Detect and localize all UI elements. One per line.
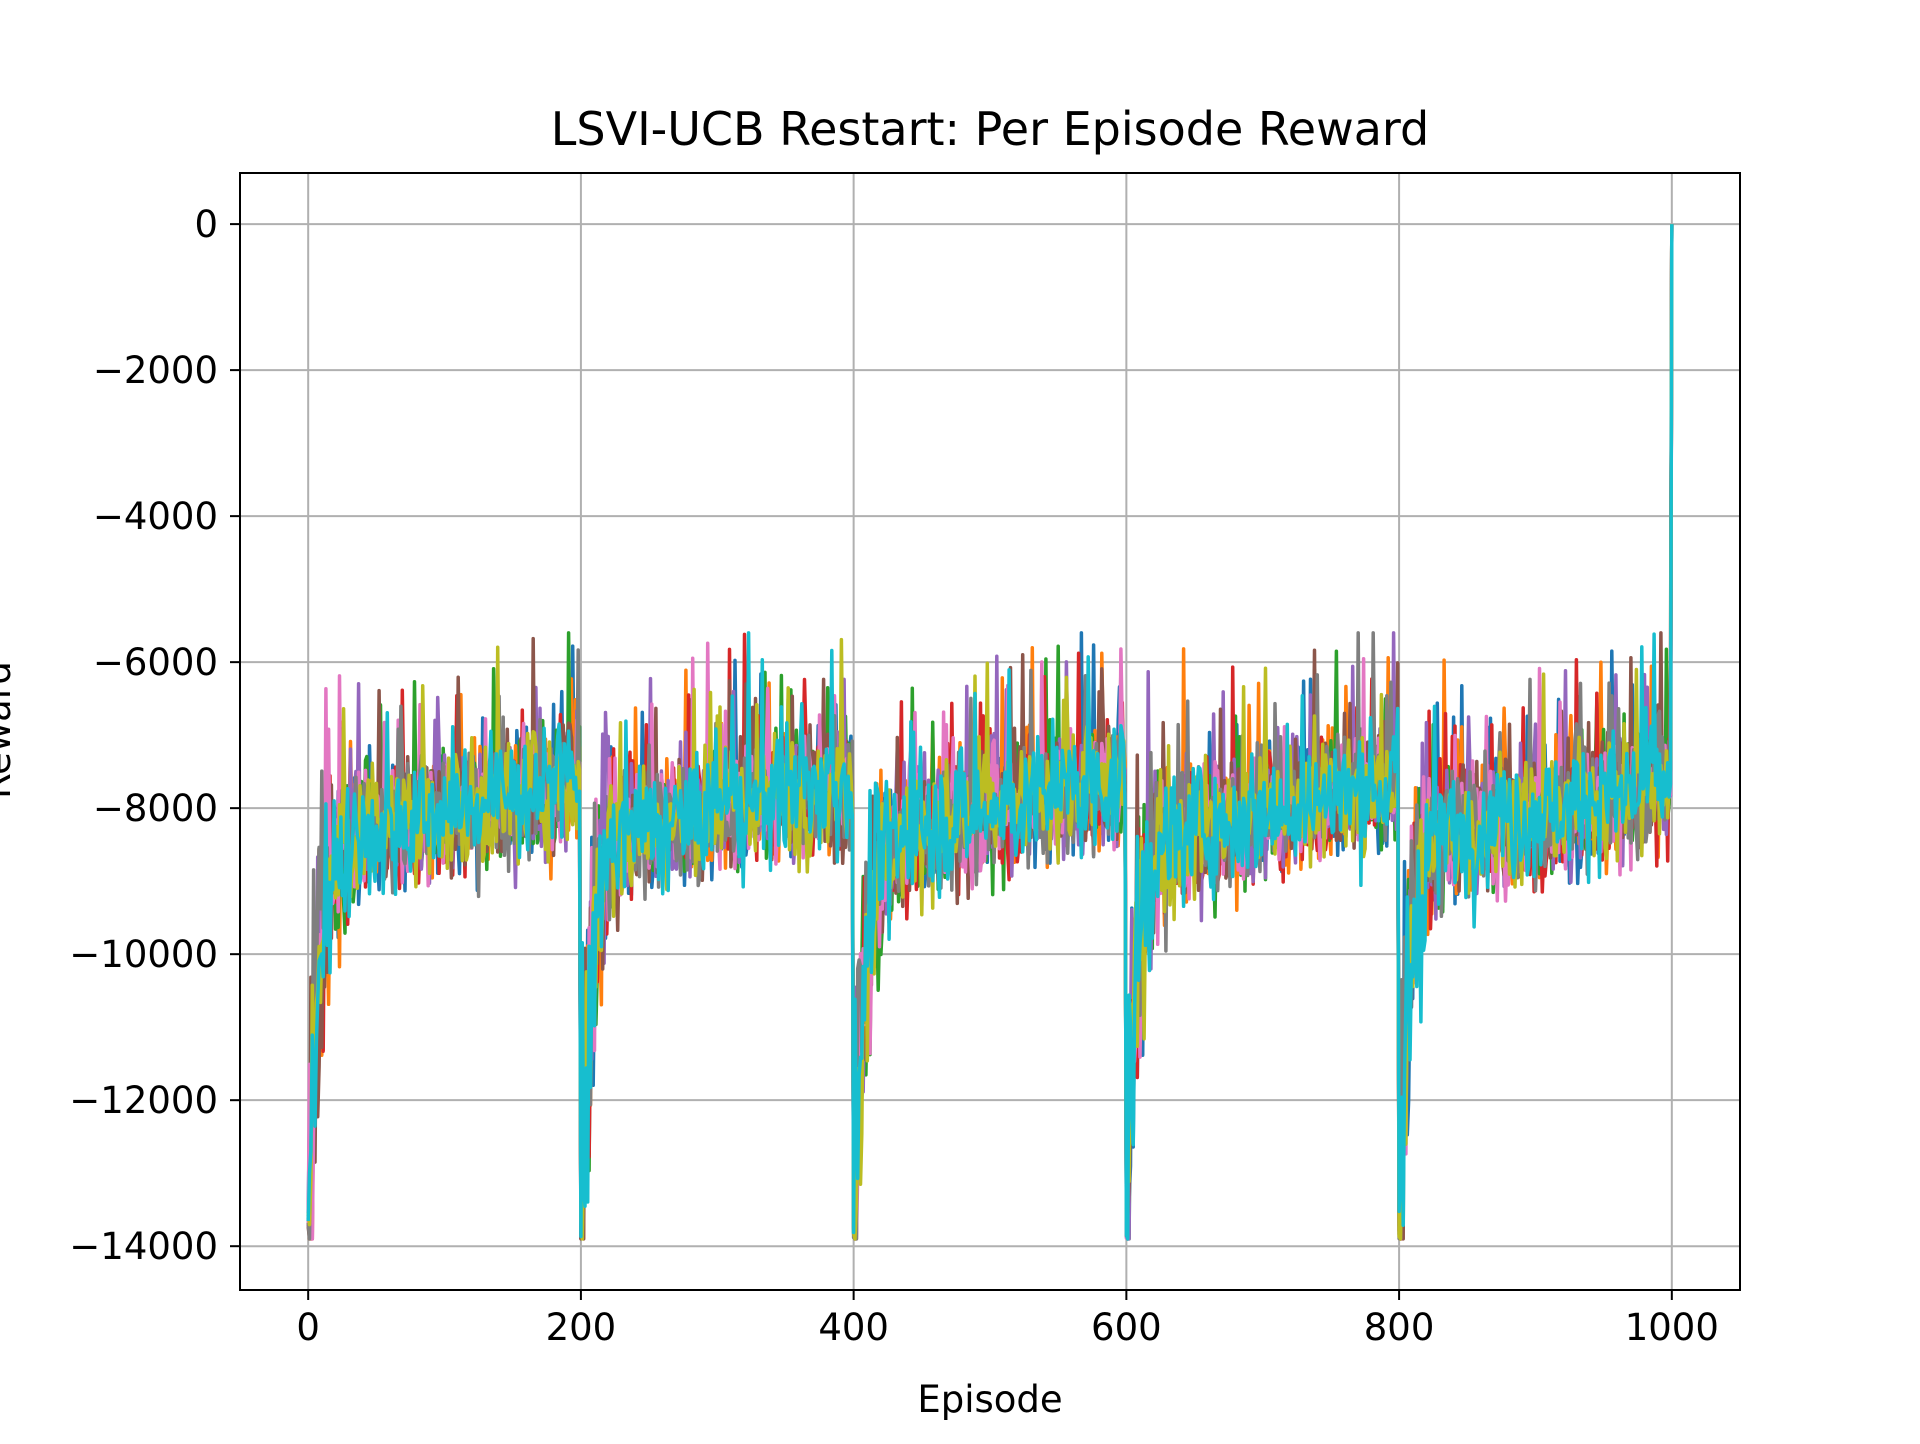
- x-tick-label: 0: [296, 1306, 320, 1349]
- y-tick-label: −4000: [93, 495, 218, 538]
- x-axis-label: Episode: [917, 1378, 1062, 1421]
- y-tick-label: −2000: [93, 349, 218, 392]
- y-tick-label: −10000: [69, 933, 218, 976]
- plot-frame: [239, 172, 1741, 1291]
- series-layer: [306, 224, 1674, 1241]
- series-line-10: [306, 224, 1674, 1241]
- x-tick-label: 1000: [1625, 1306, 1719, 1349]
- x-tick-label: 600: [1091, 1306, 1162, 1349]
- y-tick-label: −12000: [69, 1079, 218, 1122]
- x-tick-label: 400: [818, 1306, 889, 1349]
- x-tick-label: 200: [546, 1306, 617, 1349]
- y-axis-label: Reward: [0, 661, 19, 799]
- tick-layer: 0 200 400 600 800 1000 0 −2000 −4000 −6000 −8000 −1…: [69, 203, 1719, 1349]
- y-tick-label: −14000: [69, 1225, 218, 1268]
- y-tick-label: −8000: [93, 787, 218, 830]
- chart-title: LSVI-UCB Restart: Per Episode Reward: [551, 102, 1429, 156]
- x-tick-label: 800: [1364, 1306, 1435, 1349]
- y-tick-label: 0: [194, 203, 218, 246]
- y-tick-label: −6000: [93, 641, 218, 684]
